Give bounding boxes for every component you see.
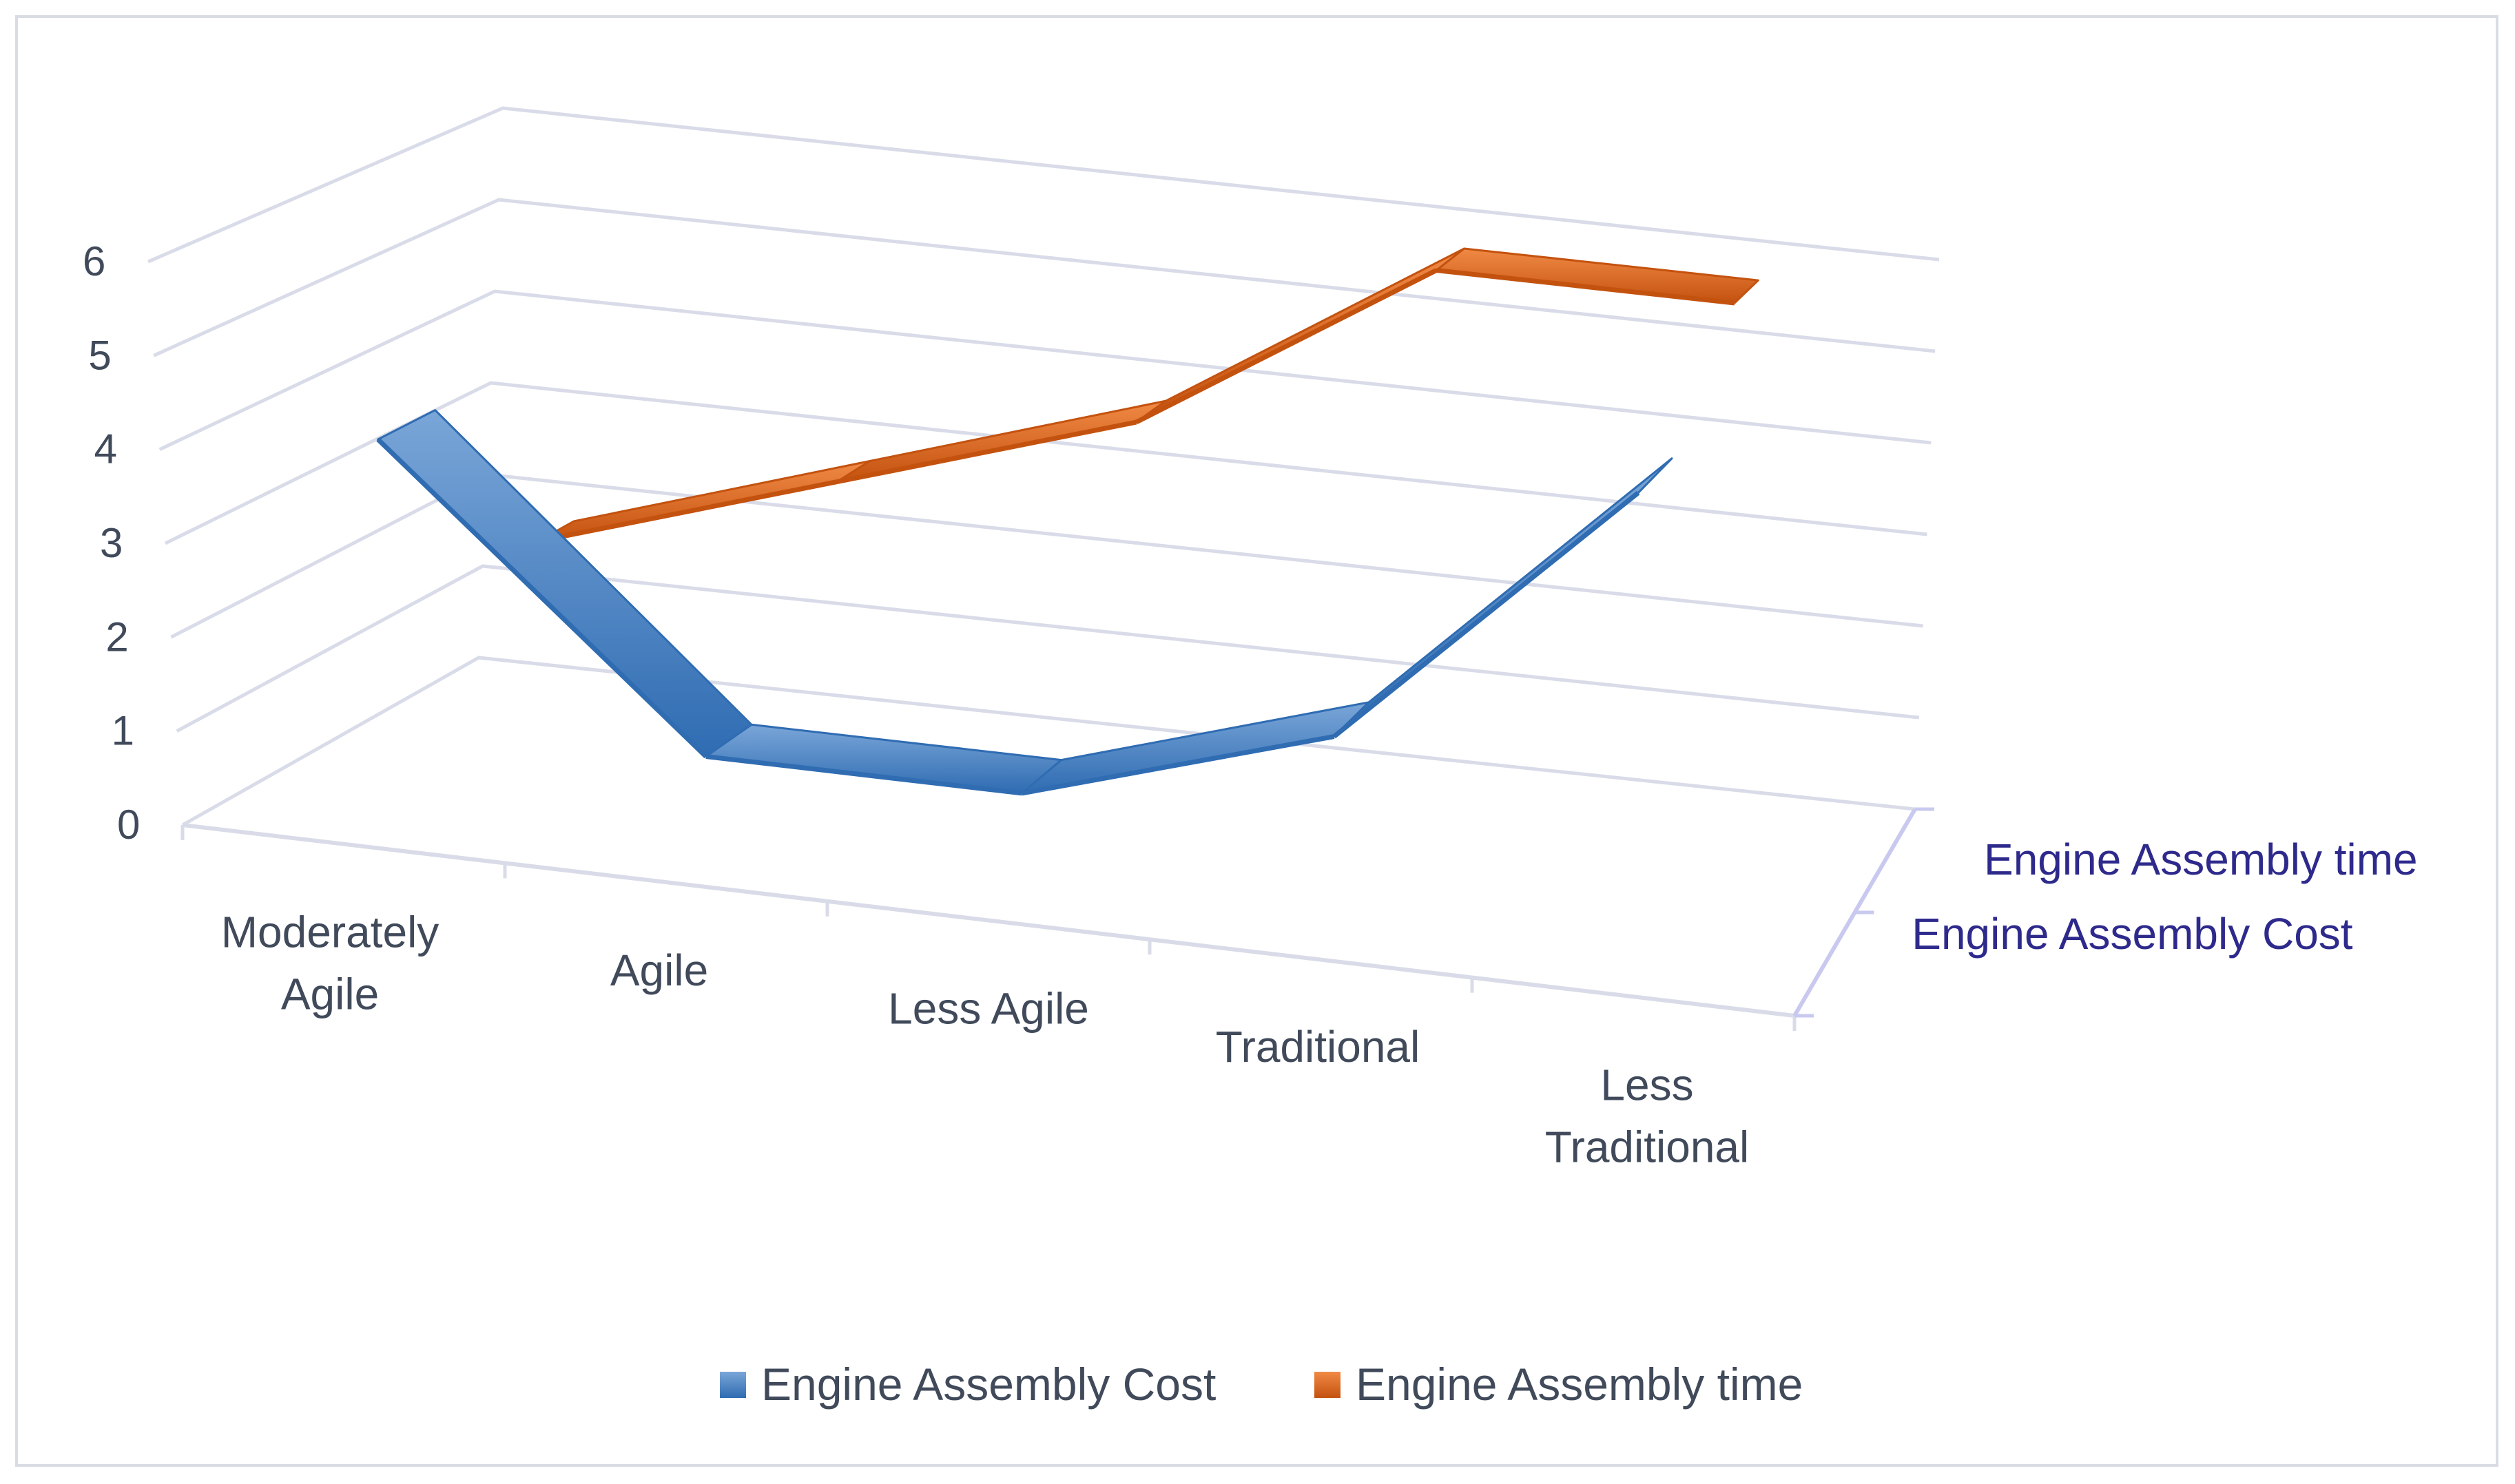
- ribbon-edge-0-2: [1022, 734, 1335, 796]
- ribbon-edge-1-3: [1436, 268, 1735, 306]
- depth-label-time: Engine Assembly time: [1984, 835, 2418, 884]
- ribbon-edge-0-3: [1332, 490, 1640, 739]
- category-label: Traditional: [1216, 1022, 1420, 1072]
- gridline-1: [176, 564, 1920, 733]
- y-tick-label: 4: [94, 426, 117, 472]
- label-layer: 0 1 2 3 4 5 6 Moderately Agile Agile Less Agile Tra…: [83, 238, 2418, 1171]
- ribbon-edge-0-1: [705, 754, 1023, 796]
- y-tick-label: 6: [83, 238, 105, 284]
- category-axis: [182, 823, 1795, 1018]
- legend-item-0[interactable]: Engine Assembly Cost: [720, 1359, 1216, 1410]
- ribbon-segment-0-1: [705, 723, 1063, 795]
- ribbon-segment-0-0: [377, 409, 753, 757]
- category-label: Less Agile: [888, 984, 1089, 1034]
- gridline-6: [147, 106, 1940, 264]
- ribbon-edge-1-0: [537, 479, 838, 544]
- gridline-2: [170, 472, 1923, 639]
- legend-label: Engine Assembly Cost: [761, 1359, 1216, 1410]
- category-label: Less: [1600, 1060, 1693, 1109]
- gridline-3: [164, 381, 1927, 545]
- y-tick-label: 2: [105, 614, 128, 660]
- legend-swatch: [720, 1372, 746, 1398]
- legend-layer: Engine Assembly Cost Engine Assembly time: [720, 1359, 1803, 1410]
- series-layer: [376, 247, 1759, 796]
- category-label: Agile: [610, 945, 708, 995]
- ribbon-edge-1-1: [836, 419, 1137, 484]
- gridline-5: [153, 198, 1936, 357]
- ribbon-edge-0-0: [376, 437, 708, 759]
- depth-label-cost: Engine Assembly Cost: [1912, 909, 2353, 959]
- y-tick-label: 3: [100, 520, 123, 566]
- y-tick-label: 5: [88, 332, 111, 378]
- series-engine-assembly-cost: [376, 409, 1673, 796]
- y-tick-label: 0: [117, 802, 140, 848]
- legend-label: Engine Assembly time: [1356, 1359, 1803, 1410]
- grid-layer: [147, 106, 1940, 827]
- ribbon-edge-1-2: [1135, 268, 1438, 425]
- legend-swatch: [1314, 1372, 1341, 1398]
- category-label: Traditional: [1545, 1122, 1749, 1171]
- y-tick-label: 1: [112, 708, 134, 754]
- gridline-4: [158, 289, 1932, 451]
- legend-item-1[interactable]: Engine Assembly time: [1314, 1359, 1803, 1410]
- category-label: Agile: [281, 970, 379, 1019]
- series-engine-assembly-time: [537, 247, 1759, 544]
- gridline-0: [181, 656, 1916, 827]
- category-label: Moderately: [221, 908, 439, 957]
- axis-layer: [180, 807, 1934, 1031]
